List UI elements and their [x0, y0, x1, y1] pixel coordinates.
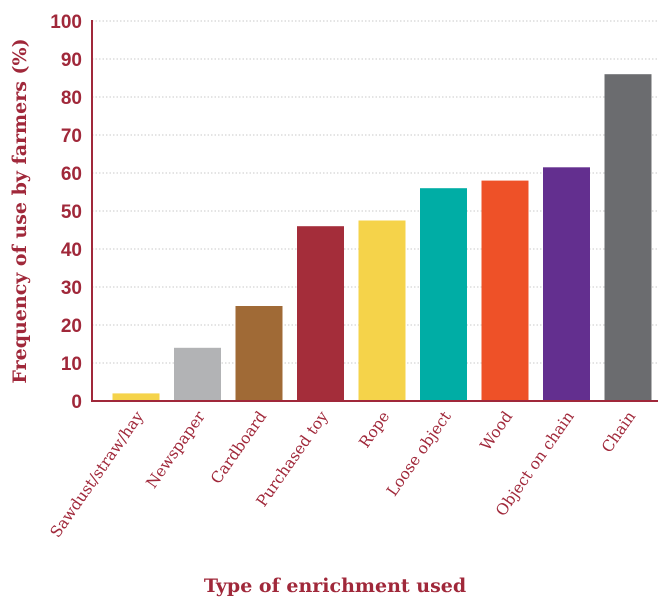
x-tick-label: Newspaper	[143, 407, 209, 491]
y-tick-label: 40	[61, 240, 82, 261]
x-tick-label: Sawdust/straw/hay	[47, 408, 148, 541]
bar	[543, 167, 590, 401]
y-tick-label: 10	[61, 354, 82, 375]
bar	[174, 347, 221, 401]
x-tick-label: Wood	[477, 408, 517, 454]
y-tick-label: 70	[61, 126, 82, 147]
bar	[420, 188, 467, 401]
y-tick-labels: 0 10 20 30 40 50 60 70 80 90 100	[50, 12, 82, 413]
bar	[235, 306, 283, 401]
x-tick-label: Chain	[598, 408, 639, 456]
x-tick-label: Rope	[356, 408, 394, 451]
bars	[112, 74, 652, 401]
bar	[112, 393, 160, 401]
y-tick-label: 30	[61, 278, 82, 299]
bar	[297, 226, 344, 401]
y-tick-label: 50	[61, 202, 82, 223]
axes	[91, 20, 658, 402]
x-tick-label: Cardboard	[207, 408, 270, 487]
y-tick-label: 0	[71, 392, 82, 413]
x-axis-title: Type of enrichment used	[204, 575, 466, 597]
y-tick-label: 60	[61, 164, 82, 185]
y-tick-label: 20	[61, 316, 82, 337]
y-axis-title: Frequency of use by farmers (%)	[9, 38, 31, 383]
x-tick-label: Loose object	[383, 407, 455, 499]
bar	[481, 180, 529, 401]
bar	[604, 74, 652, 401]
y-tick-label: 100	[50, 12, 82, 33]
y-tick-label: 80	[61, 88, 82, 109]
bar	[358, 220, 406, 401]
y-tick-label: 90	[61, 50, 82, 71]
x-tick-labels: Sawdust/straw/hayNewspaperCardboardPurch…	[47, 407, 640, 541]
